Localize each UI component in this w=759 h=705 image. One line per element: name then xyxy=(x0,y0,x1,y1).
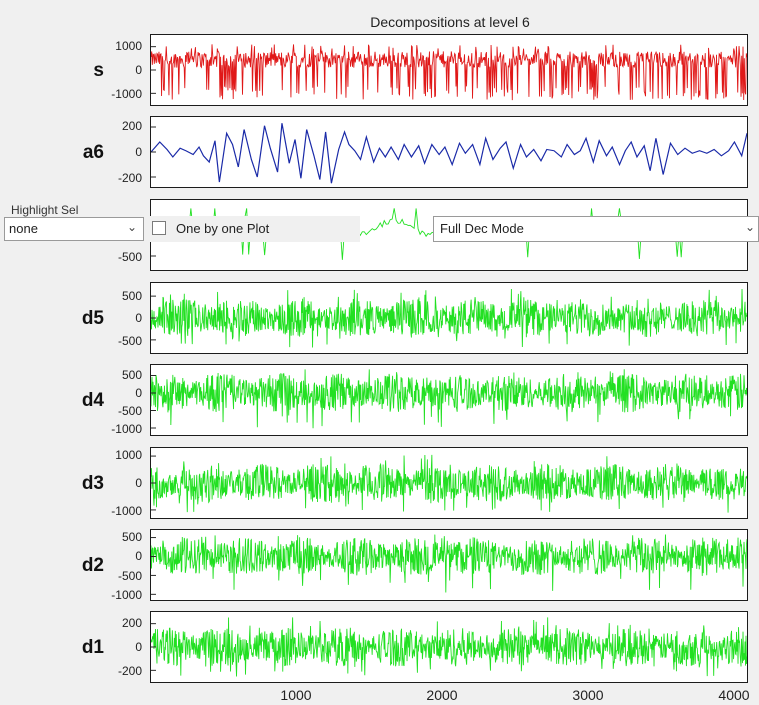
chevron-down-icon: ⌄ xyxy=(126,220,137,234)
axes-d1 xyxy=(150,611,748,683)
one-by-one-label: One by one Plot xyxy=(176,221,270,236)
xtick-0: 1000 xyxy=(280,687,312,703)
ytick-d4-2: -500 xyxy=(117,403,142,418)
xtick-2: 3000 xyxy=(572,687,604,703)
ytick-s-0: 1000 xyxy=(115,39,142,53)
ylabel-d3: d3 xyxy=(81,473,104,494)
ytick-d2-2: -500 xyxy=(117,568,142,583)
xtick-1: 2000 xyxy=(426,687,458,703)
highlight-sel-value: none xyxy=(9,221,38,236)
ylabel-d2: d2 xyxy=(81,555,104,576)
decomposition-mode-value: Full Dec Mode xyxy=(440,221,524,236)
plot-d5 xyxy=(151,289,747,348)
ytick-d1-2: -200 xyxy=(117,664,142,678)
ylabel-d5: d5 xyxy=(81,308,104,329)
series-line-d5 xyxy=(151,289,747,348)
ytick-a6-1: 0 xyxy=(135,145,142,159)
series-line-s xyxy=(151,44,747,101)
plot-a6 xyxy=(151,123,747,184)
ylabel-a6: a6 xyxy=(82,142,104,163)
axes-a6 xyxy=(150,116,748,188)
highlight-sel-label: Highlight Sel xyxy=(9,203,81,217)
axes-s xyxy=(150,34,748,106)
axes-d5 xyxy=(150,282,748,354)
ytick-d2-3: -1000 xyxy=(111,588,142,603)
series-line-d4 xyxy=(151,369,747,429)
series-line-d3 xyxy=(151,454,747,513)
ytick-d6-0: -500 xyxy=(117,249,142,264)
decomposition-mode-dropdown[interactable]: Full Dec Mode ⌄ xyxy=(433,216,759,242)
ytick-s-1: 0 xyxy=(135,63,142,77)
chevron-down-icon: ⌄ xyxy=(744,220,755,234)
plot-d2 xyxy=(151,534,747,595)
ytick-d3-1: 0 xyxy=(135,476,142,490)
ytick-d4-1: 0 xyxy=(135,385,142,400)
figure-title: Decompositions at level 6 xyxy=(370,14,530,30)
ytick-d1-1: 0 xyxy=(135,640,142,654)
ytick-d5-1: 0 xyxy=(135,311,142,325)
highlight-sel-dropdown[interactable]: none ⌄ xyxy=(4,217,144,241)
plot-d1 xyxy=(151,617,747,677)
ytick-d1-0: 200 xyxy=(121,616,142,630)
series-line-d1 xyxy=(151,617,747,677)
ytick-d2-0: 500 xyxy=(121,529,142,544)
xtick-3: 4000 xyxy=(718,687,750,703)
ytick-d4-3: -1000 xyxy=(111,421,142,436)
series-line-a6 xyxy=(151,123,747,184)
ytick-d3-2: -1000 xyxy=(111,503,142,518)
ytick-d4-0: 500 xyxy=(121,367,142,382)
ytick-d5-2: -500 xyxy=(117,333,142,348)
plot-s xyxy=(151,44,747,101)
axes-d3 xyxy=(150,447,748,519)
one-by-one-plot-toggle[interactable]: One by one Plot xyxy=(146,216,360,242)
series-line-d2 xyxy=(151,534,747,593)
ytick-a6-0: 200 xyxy=(121,119,142,134)
axes-d2 xyxy=(150,529,748,601)
axes-d4 xyxy=(150,364,748,436)
ytick-d3-0: 1000 xyxy=(115,448,142,463)
ylabel-d4: d4 xyxy=(81,390,104,411)
ylabel-d1: d1 xyxy=(81,637,104,658)
ytick-d5-0: 500 xyxy=(121,288,142,303)
plot-d3 xyxy=(151,454,747,513)
plot-d4 xyxy=(151,369,747,429)
ylabel-s: s xyxy=(93,60,104,81)
ytick-a6-2: -200 xyxy=(117,170,142,185)
one-by-one-checkbox[interactable] xyxy=(152,221,166,235)
ytick-s-2: -1000 xyxy=(111,87,142,101)
ytick-d2-1: 0 xyxy=(135,549,142,564)
